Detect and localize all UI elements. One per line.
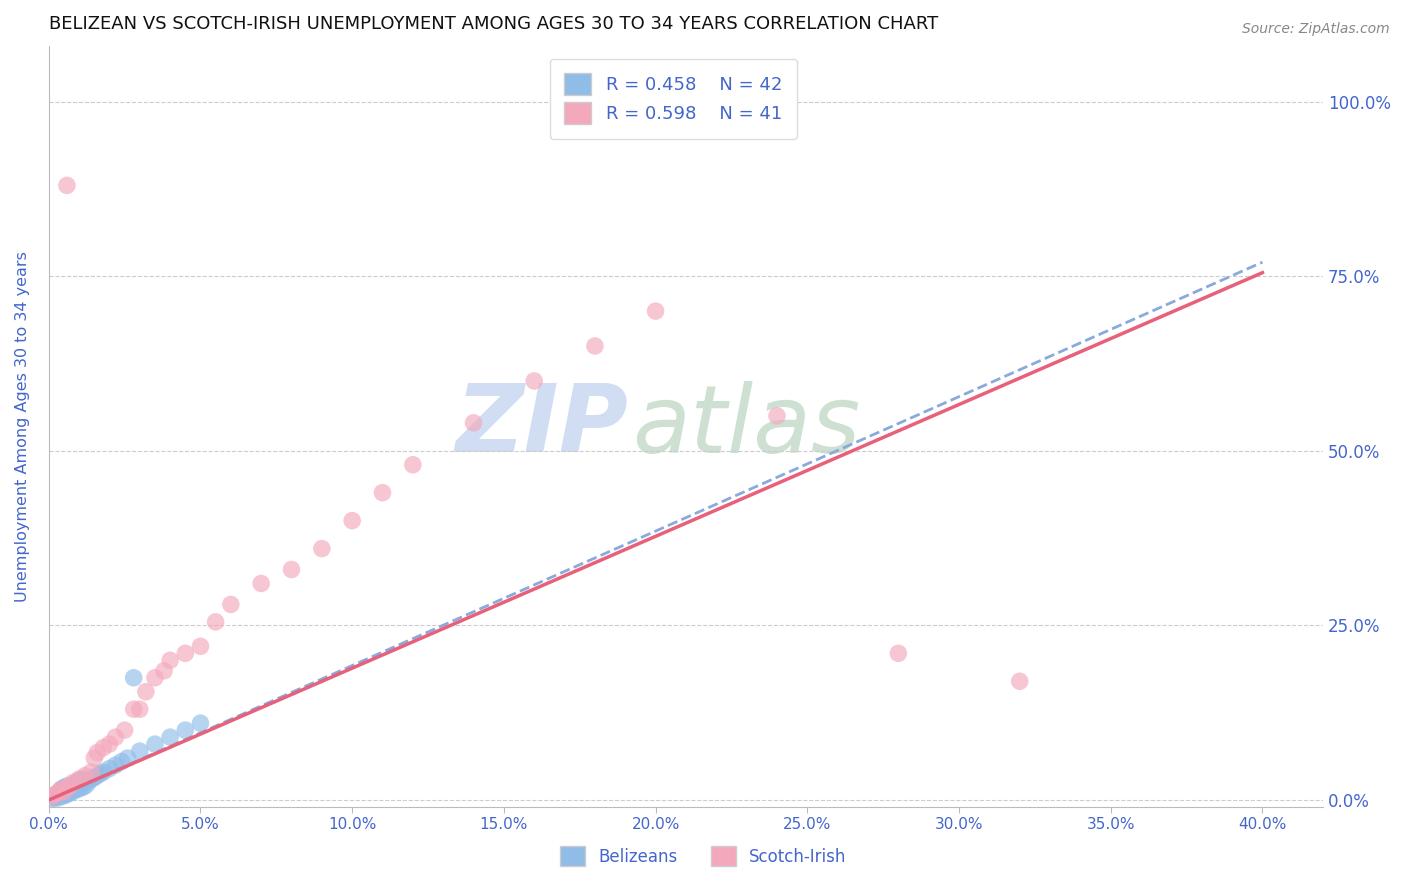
Point: [98, 737, 121, 751]
Point: [143, 737, 166, 751]
Point: [83, 771, 105, 785]
Point: [75, 779, 97, 793]
Point: [402, 458, 425, 472]
Point: [159, 653, 181, 667]
Point: [159, 730, 181, 744]
Point: [114, 723, 136, 738]
Point: [56, 788, 79, 802]
Point: [1008, 674, 1031, 689]
Point: [67, 781, 90, 796]
Point: [93, 765, 115, 780]
Point: [190, 716, 212, 731]
Point: [62, 778, 84, 792]
Point: [52, 789, 75, 803]
Point: [250, 576, 273, 591]
Point: [143, 671, 166, 685]
Point: [128, 744, 150, 758]
Point: [59, 779, 82, 793]
Point: [583, 339, 606, 353]
Point: [56, 784, 79, 798]
Point: [52, 784, 75, 798]
Legend: R = 0.458    N = 42, R = 0.598    N = 41: R = 0.458 N = 42, R = 0.598 N = 41: [550, 59, 797, 138]
Point: [56, 780, 79, 795]
Point: [174, 723, 197, 738]
Point: [117, 751, 139, 765]
Point: [122, 671, 145, 685]
Point: [46, 791, 69, 805]
Point: [49, 782, 72, 797]
Point: [340, 514, 363, 528]
Point: [44, 791, 66, 805]
Point: [135, 684, 157, 698]
Legend: Belizeans, Scotch-Irish: Belizeans, Scotch-Irish: [553, 839, 853, 873]
Point: [80, 765, 103, 780]
Point: [89, 766, 111, 780]
Text: atlas: atlas: [633, 381, 860, 472]
Point: [766, 409, 789, 423]
Point: [86, 746, 108, 760]
Point: [77, 775, 100, 789]
Point: [122, 702, 145, 716]
Point: [62, 784, 84, 798]
Point: [56, 178, 79, 193]
Point: [70, 772, 93, 786]
Point: [52, 780, 75, 795]
Point: [41, 789, 63, 804]
Point: [83, 751, 105, 765]
Point: [219, 598, 242, 612]
Point: [86, 768, 108, 782]
Point: [280, 562, 302, 576]
Point: [190, 640, 212, 654]
Point: [49, 788, 72, 802]
Point: [104, 730, 127, 744]
Point: [46, 786, 69, 800]
Point: [128, 702, 150, 716]
Point: [644, 304, 666, 318]
Point: [67, 772, 90, 786]
Point: [44, 789, 66, 804]
Point: [80, 772, 103, 786]
Point: [46, 786, 69, 800]
Text: ZIP: ZIP: [456, 380, 628, 473]
Point: [93, 740, 115, 755]
Point: [523, 374, 546, 388]
Point: [44, 788, 66, 802]
Point: [59, 780, 82, 795]
Point: [49, 782, 72, 797]
Point: [49, 789, 72, 804]
Point: [56, 779, 79, 793]
Y-axis label: Unemployment Among Ages 30 to 34 years: Unemployment Among Ages 30 to 34 years: [15, 251, 30, 602]
Point: [174, 646, 197, 660]
Point: [204, 615, 226, 629]
Point: [62, 775, 84, 789]
Text: Source: ZipAtlas.com: Source: ZipAtlas.com: [1241, 22, 1389, 37]
Point: [311, 541, 333, 556]
Point: [463, 416, 485, 430]
Point: [75, 768, 97, 782]
Point: [41, 791, 63, 805]
Point: [59, 786, 82, 800]
Point: [371, 485, 394, 500]
Point: [65, 782, 87, 797]
Point: [110, 755, 132, 769]
Point: [67, 773, 90, 788]
Point: [887, 646, 910, 660]
Point: [46, 789, 69, 803]
Point: [153, 664, 176, 678]
Point: [65, 775, 87, 789]
Point: [98, 762, 121, 776]
Point: [104, 758, 127, 772]
Point: [52, 786, 75, 800]
Point: [70, 780, 93, 795]
Text: BELIZEAN VS SCOTCH-IRISH UNEMPLOYMENT AMONG AGES 30 TO 34 YEARS CORRELATION CHAR: BELIZEAN VS SCOTCH-IRISH UNEMPLOYMENT AM…: [49, 15, 938, 33]
